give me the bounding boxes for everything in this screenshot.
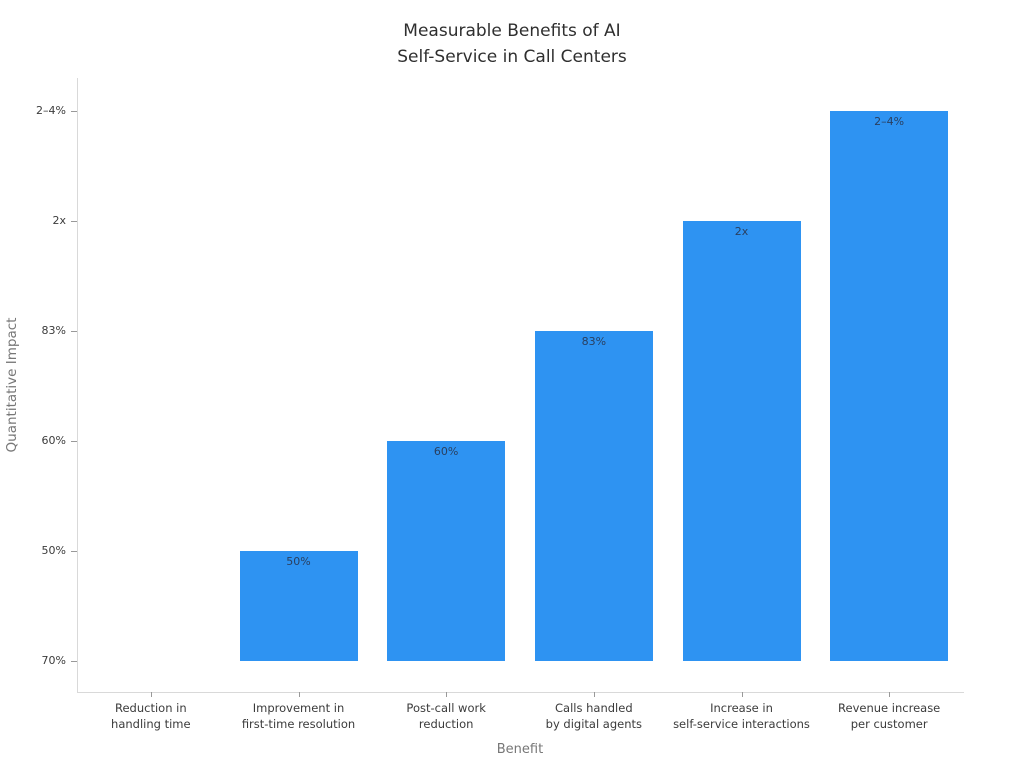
x-tick-label: Increase in self-service interactions bbox=[652, 700, 832, 732]
x-tick-mark bbox=[593, 692, 595, 697]
y-tick-label: 2–4% bbox=[36, 104, 66, 117]
y-tick-label: 70% bbox=[41, 654, 66, 667]
x-tick-label-line: first-time resolution bbox=[241, 717, 356, 731]
x-tick-label-line: Improvement in bbox=[252, 701, 345, 715]
bar: 2–4% bbox=[830, 111, 949, 661]
x-tick-label-line: per customer bbox=[850, 717, 928, 731]
x-tick-mark bbox=[446, 692, 448, 697]
x-tick-label-line: Calls handled bbox=[555, 701, 633, 715]
x-tick-label-line: Post-call work bbox=[406, 701, 486, 715]
x-tick-label-line: handling time bbox=[111, 717, 191, 731]
bar: 2x bbox=[682, 221, 801, 661]
chart-title-line2: Self-Service in Call Centers bbox=[397, 47, 627, 67]
y-tick-label: 83% bbox=[41, 324, 66, 337]
x-tick-mark bbox=[889, 692, 891, 697]
x-tick-mark bbox=[150, 692, 152, 697]
y-tick-mark bbox=[71, 551, 77, 552]
y-axis-title: Quantitative Impact bbox=[4, 317, 20, 453]
y-tick-label: 60% bbox=[41, 434, 66, 447]
x-axis-line bbox=[77, 692, 964, 693]
x-tick-label: Revenue increase per customer bbox=[799, 700, 979, 732]
y-tick-mark bbox=[71, 221, 77, 222]
y-tick-label: 50% bbox=[41, 544, 66, 557]
y-tick-mark bbox=[71, 111, 77, 112]
x-tick-label: Reduction in handling time bbox=[61, 700, 241, 732]
x-tick-label: Improvement in first-time resolution bbox=[209, 700, 389, 732]
x-tick-mark bbox=[741, 692, 743, 697]
x-tick-label-line: Revenue increase bbox=[838, 701, 941, 715]
x-tick-label-line: Increase in bbox=[710, 701, 773, 715]
bar-value-label: 60% bbox=[433, 445, 459, 458]
bar: 83% bbox=[534, 331, 653, 661]
x-axis-title: Benefit bbox=[496, 742, 544, 757]
x-tick-label-line: reduction bbox=[418, 717, 474, 731]
chart-title: Measurable Benefits of AI Self-Service i… bbox=[0, 18, 1024, 70]
bar-value-label: 2–4% bbox=[874, 115, 905, 128]
y-tick-mark bbox=[71, 441, 77, 442]
y-tick-mark bbox=[71, 661, 77, 662]
x-tick-label: Calls handled by digital agents bbox=[504, 700, 684, 732]
bar: 50% bbox=[239, 551, 358, 661]
bar-value-label: 83% bbox=[581, 335, 607, 348]
x-tick-label-line: self-service interactions bbox=[673, 717, 810, 731]
x-tick-label-line: by digital agents bbox=[545, 717, 643, 731]
bar: 60% bbox=[387, 441, 506, 661]
y-tick-mark bbox=[71, 331, 77, 332]
x-tick-label-line: Reduction in bbox=[115, 701, 187, 715]
bar-value-label: 2x bbox=[734, 225, 749, 238]
bar-value-label: 50% bbox=[286, 555, 311, 568]
y-tick-label: 2x bbox=[52, 214, 66, 227]
x-tick-label: Post-call work reduction bbox=[356, 700, 536, 732]
y-axis-line bbox=[77, 78, 78, 692]
chart-title-line1: Measurable Benefits of AI bbox=[403, 21, 621, 41]
x-tick-mark bbox=[298, 692, 300, 697]
